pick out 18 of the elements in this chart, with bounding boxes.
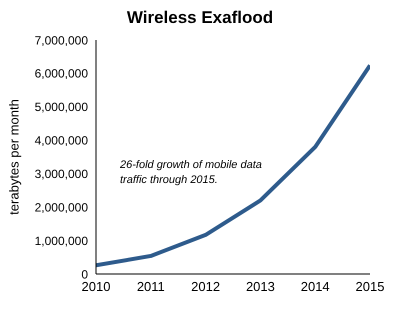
chart-title: Wireless Exaflood (126, 8, 274, 29)
annotation: 26-fold growth of mobile data traffic through 2015. (120, 158, 263, 188)
x-tick-label: 2010 (82, 279, 110, 294)
y-tick-label: 2,000,000 (34, 200, 88, 214)
x-tick-label: 2014 (300, 279, 330, 294)
line-series (96, 63, 370, 268)
y-tick-label: 7,000,000 (34, 33, 88, 48)
y-tick-label: 6,000,000 (34, 66, 88, 81)
y-tick-label: 3,000,000 (34, 166, 88, 181)
x-tick-label: 2012 (191, 279, 220, 294)
y-tick-label: 0 (81, 267, 88, 282)
y-tick-label: 4,000,000 (34, 134, 88, 148)
x-tick-label: 2013 (246, 279, 275, 294)
y-axis-title: terabytes per month (6, 99, 22, 215)
y-tick-label: 5,000,000 (34, 100, 88, 114)
y-tick-label: 1,000,000 (34, 234, 88, 248)
x-tick-label: 2011 (136, 279, 165, 294)
x-tick-label: 2015 (356, 279, 384, 294)
